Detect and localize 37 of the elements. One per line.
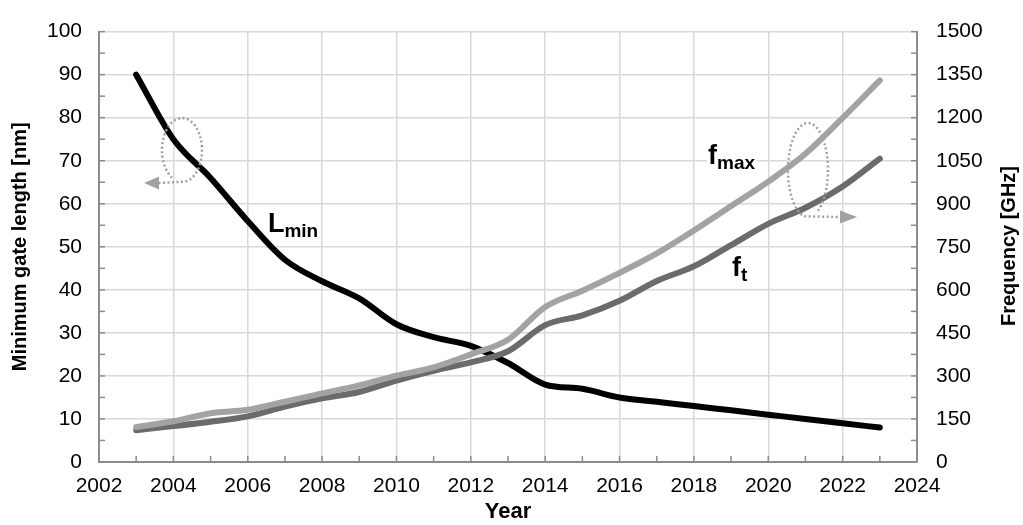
x-axis-title: Year	[484, 497, 532, 523]
y2-tick-label: 1350	[936, 61, 983, 85]
x-tick-label: 2018	[670, 473, 718, 497]
y-tick-label: 40	[58, 276, 82, 300]
x-tick-label: 2010	[373, 473, 420, 497]
x-tick-label: 2024	[893, 473, 941, 497]
y-tick-label: 30	[58, 319, 82, 343]
y-tick-label: 100	[46, 18, 82, 42]
x-tick-label: 2004	[150, 473, 198, 497]
y2-tick-label: 1200	[936, 104, 983, 128]
y2-tick-label: 750	[936, 233, 972, 257]
y-tick-label: 80	[58, 104, 82, 128]
x-tick-label: 2020	[744, 473, 792, 497]
x-tick-label: 2014	[521, 473, 569, 497]
x-tick-label: 2006	[224, 473, 272, 497]
y2-tick-label: 0	[936, 448, 948, 472]
y-tick-label: 60	[58, 190, 82, 214]
y2-axis-title: Frequency [GHz]	[996, 165, 1019, 327]
y-tick-label: 90	[58, 61, 82, 85]
y2-tick-label: 450	[936, 319, 972, 343]
y-tick-label: 70	[58, 147, 82, 171]
y2-tick-label: 1050	[936, 147, 983, 171]
x-tick-label: 2022	[819, 473, 866, 497]
y-tick-label: 50	[58, 233, 82, 257]
y2-tick-label: 600	[936, 276, 972, 300]
y2-tick-label: 300	[936, 362, 972, 386]
y-tick-label: 20	[58, 362, 82, 386]
y2-tick-label: 1500	[936, 18, 983, 42]
y-axis-title: Minimum gate length [nm]	[7, 122, 30, 372]
y-tick-label: 0	[70, 448, 82, 472]
x-tick-label: 2012	[447, 473, 495, 497]
y-tick-label: 10	[58, 405, 82, 429]
x-tick-label: 2016	[596, 473, 643, 497]
y2-tick-label: 150	[936, 405, 972, 429]
x-tick-label: 2008	[298, 473, 346, 497]
y2-tick-label: 900	[936, 190, 972, 214]
x-tick-label: 2002	[75, 473, 123, 497]
